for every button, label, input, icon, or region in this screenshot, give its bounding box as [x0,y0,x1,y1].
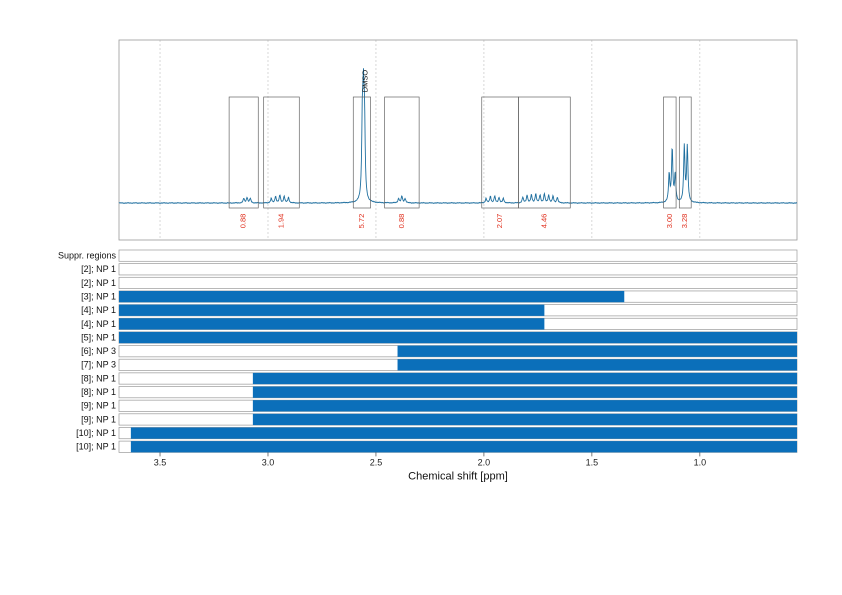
row-label: [3]; NP 1 [81,291,116,301]
spectrum-trace [118,68,798,205]
row-label: [5]; NP 1 [81,332,116,342]
grid-lines [159,40,701,240]
row-bar [252,386,797,398]
row-label: [10]; NP 1 [76,442,116,452]
x-tick-label: 2.0 [478,457,491,467]
row-label: [7]; NP 3 [81,360,116,370]
row-bar [119,290,625,303]
row-bar [397,345,797,357]
row-bar [130,427,797,439]
integral-regions: 0.88 1.94 5.72 0.88 2.07 4.46 3.00 3.28 [228,96,692,229]
peak-annotations: DMSO [360,70,369,93]
row-label: [2]; NP 1 [81,264,116,274]
row-bar [130,441,797,453]
integral-box [263,96,300,209]
annotation-label: DMSO [360,70,369,93]
row-frame [118,276,798,289]
spectrum-panel [118,39,798,241]
row-bar [252,400,797,412]
integral-box [481,96,519,209]
x-tick-label: 3.5 [154,457,167,467]
integral-label: 1.94 [276,214,285,229]
row-bar [119,331,797,344]
row-label: [9]; NP 1 [81,414,116,424]
integral-box [518,96,571,209]
row-label: Suppr. regions [58,251,117,261]
x-tick-label: 1.5 [586,457,599,467]
row-label: [10]; NP 1 [76,428,116,438]
region-rows: Suppr. regions [2]; NP 1 [2]; NP 1 [3]; NP … [58,249,798,453]
row-bar [397,359,797,371]
row-label: [9]; NP 1 [81,401,116,411]
integral-box [663,96,677,209]
x-tick-label: 1.0 [694,457,707,467]
row-bar [119,318,545,330]
row-bar [252,372,797,385]
row-label: [6]; NP 3 [81,346,116,356]
integral-label: 5.72 [357,214,366,229]
integral-label: 0.88 [239,214,248,229]
integral-label: 2.07 [495,214,504,229]
integral-box [352,96,371,209]
row-label: [2]; NP 1 [81,278,116,288]
row-label: [4]; NP 1 [81,305,116,315]
row-bar [252,413,797,426]
integral-label: 4.46 [539,214,548,229]
integral-label: 3.00 [665,214,674,229]
integral-box [678,96,692,209]
row-label: [4]; NP 1 [81,319,116,329]
row-label: [8]; NP 1 [81,387,116,397]
x-tick-label: 3.0 [262,457,275,467]
x-tick-label: 2.5 [370,457,383,467]
x-axis-label: Chemical shift [ppm] [408,470,508,482]
row-frame [118,263,798,276]
integral-box [228,96,259,209]
integral-box [384,96,420,209]
row-frame [118,249,798,262]
integral-label: 0.88 [397,214,406,229]
spectrum-frame [118,39,798,241]
integral-label: 3.28 [680,214,689,229]
x-axis: 3.5 3.0 2.5 2.0 1.5 1.0 [154,452,706,467]
row-label: [8]; NP 1 [81,373,116,383]
row-bar [119,304,545,316]
